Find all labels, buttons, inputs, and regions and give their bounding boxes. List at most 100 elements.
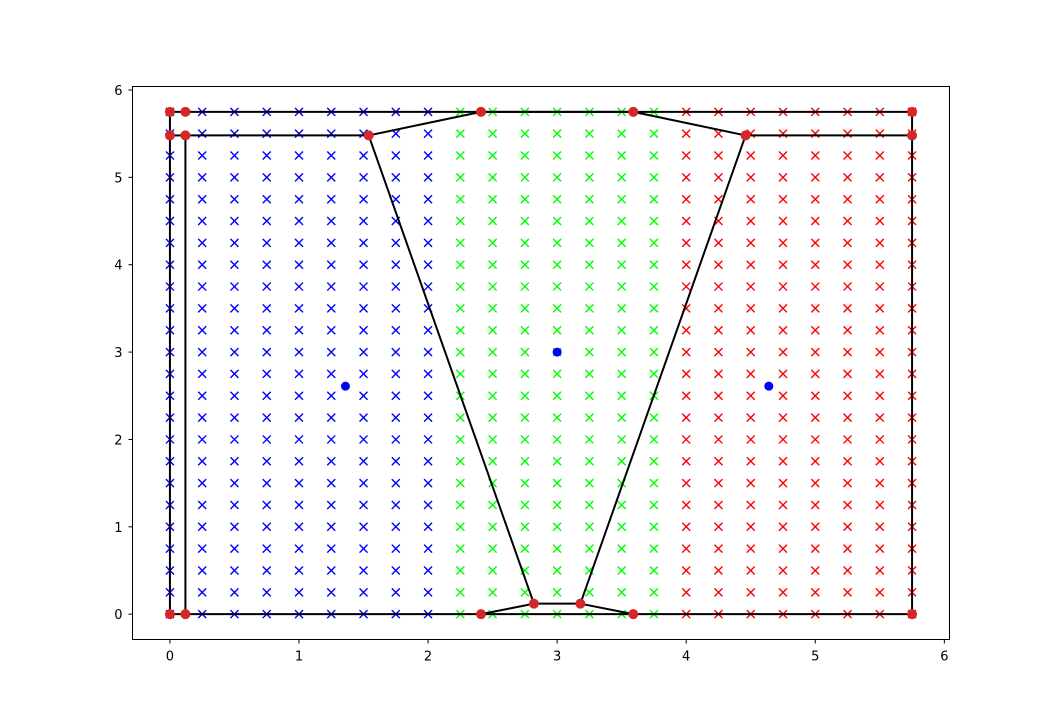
x-tick-label: 5: [811, 650, 819, 665]
grid-point: [810, 565, 820, 575]
grid-point: [649, 282, 659, 292]
grid-point: [488, 522, 498, 532]
grid-point: [713, 369, 723, 379]
grid-point: [197, 347, 207, 357]
grid-point: [520, 369, 530, 379]
grid-point: [746, 434, 756, 444]
grid-point: [197, 172, 207, 182]
grid-point: [262, 151, 272, 161]
grid-point: [810, 478, 820, 488]
grid-point: [326, 172, 336, 182]
grid-point: [552, 172, 562, 182]
grid-point: [294, 413, 304, 423]
grid-point: [681, 347, 691, 357]
vertex-point: [164, 609, 175, 620]
grid-point: [649, 260, 659, 270]
grid-point: [520, 413, 530, 423]
grid-point: [197, 151, 207, 161]
grid-point: [197, 282, 207, 292]
grid-point: [197, 325, 207, 335]
grid-point: [617, 303, 627, 313]
grid-point: [552, 282, 562, 292]
vertex-point: [363, 130, 374, 141]
grid-point: [649, 151, 659, 161]
grid-point: [359, 522, 369, 532]
grid-point: [197, 522, 207, 532]
grid-point: [617, 282, 627, 292]
grid-point: [359, 151, 369, 161]
grid-point: [746, 260, 756, 270]
seed-point: [552, 347, 562, 357]
grid-point: [326, 260, 336, 270]
grid-point: [455, 325, 465, 335]
grid-point: [423, 369, 433, 379]
grid-point: [778, 522, 788, 532]
grid-point: [778, 587, 788, 597]
grid-point: [617, 151, 627, 161]
grid-point: [810, 434, 820, 444]
grid-point: [713, 500, 723, 510]
grid-point: [617, 500, 627, 510]
grid-point: [391, 522, 401, 532]
grid-point: [617, 522, 627, 532]
grid-point: [455, 347, 465, 357]
grid-point: [875, 478, 885, 488]
grid-point: [875, 129, 885, 139]
grid-point: [294, 325, 304, 335]
grid-point: [326, 522, 336, 532]
grid-point: [520, 260, 530, 270]
grid-point: [488, 500, 498, 510]
polygon-vertices: [164, 106, 918, 620]
grid-point: [326, 282, 336, 292]
grid-point: [294, 303, 304, 313]
grid-point: [746, 238, 756, 248]
grid-point: [391, 587, 401, 597]
grid-point: [778, 478, 788, 488]
grid-point: [359, 478, 369, 488]
grid-point: [229, 238, 239, 248]
grid-point: [197, 238, 207, 248]
axes-frame: [132, 86, 950, 640]
grid-point: [326, 544, 336, 554]
vertex-point: [528, 598, 539, 609]
grid-point: [681, 500, 691, 510]
grid-point: [262, 434, 272, 444]
grid-point: [359, 500, 369, 510]
grid-point: [713, 587, 723, 597]
grid-point: [649, 413, 659, 423]
grid-point: [423, 129, 433, 139]
grid-point: [326, 456, 336, 466]
grid-point: [423, 216, 433, 226]
grid-point: [810, 413, 820, 423]
grid-point: [875, 303, 885, 313]
grid-point: [875, 587, 885, 597]
grid-point: [713, 565, 723, 575]
grid-point: [746, 391, 756, 401]
grid-point: [681, 456, 691, 466]
grid-point: [423, 544, 433, 554]
grid-point: [455, 522, 465, 532]
grid-point: [520, 500, 530, 510]
grid-point: [681, 194, 691, 204]
grid-point: [681, 369, 691, 379]
grid-point: [617, 413, 627, 423]
grid-point: [229, 347, 239, 357]
vertex-point: [907, 130, 918, 141]
grid-point: [455, 369, 465, 379]
grid-point: [359, 260, 369, 270]
grid-point: [843, 347, 853, 357]
grid-point: [843, 194, 853, 204]
grid-point: [843, 216, 853, 226]
grid-point: [584, 303, 594, 313]
grid-point: [520, 325, 530, 335]
polygon-edge: [168, 110, 914, 616]
grid-point: [488, 129, 498, 139]
grid-point: [584, 478, 594, 488]
grid-point: [875, 347, 885, 357]
grid-point: [649, 478, 659, 488]
x-axis: 0 1 2 3 4 5 6: [166, 639, 948, 665]
grid-point: [713, 522, 723, 532]
grid-point: [294, 565, 304, 575]
grid-point: [843, 260, 853, 270]
grid-point: [552, 456, 562, 466]
